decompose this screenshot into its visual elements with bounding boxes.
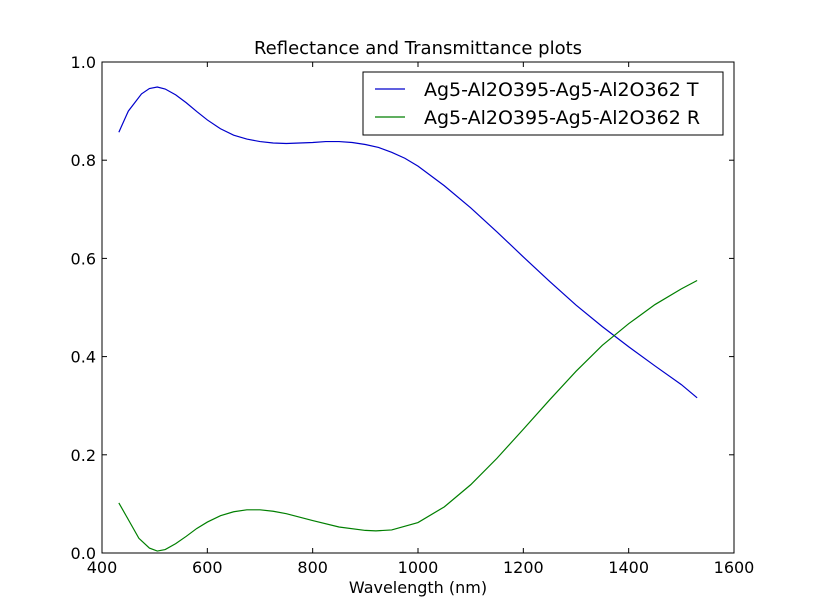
x-tick-label: 1000 (398, 558, 439, 577)
x-tick-label: 800 (297, 558, 328, 577)
x-axis-ticks: 400 600 800 1000 1200 1400 1600 (87, 62, 755, 577)
y-tick-label: 0.6 (71, 249, 96, 268)
y-tick-label: 0.0 (71, 544, 96, 563)
legend: Ag5-Al2O395-Ag5-Al2O362 T Ag5-Al2O395-Ag… (362, 71, 724, 136)
x-tick-label: 400 (87, 558, 118, 577)
x-tick-label: 1200 (503, 558, 544, 577)
y-tick-label: 0.2 (71, 446, 96, 465)
series-line-0 (118, 86, 698, 399)
chart-title: Reflectance and Transmittance plots (254, 38, 582, 59)
y-axis-ticks: 0.0 0.2 0.4 0.6 0.8 1.0 (71, 53, 734, 563)
x-tick-label: 1600 (714, 558, 755, 577)
legend-box (362, 71, 724, 136)
y-tick-label: 1.0 (71, 53, 96, 72)
x-tick-label: 1400 (608, 558, 649, 577)
legend-label-transmittance: Ag5-Al2O395-Ag5-Al2O362 T (424, 79, 699, 101)
x-axis-label: Wavelength (nm) (349, 578, 487, 597)
y-tick-label: 0.4 (71, 348, 96, 367)
legend-label-reflectance: Ag5-Al2O395-Ag5-Al2O362 R (424, 107, 700, 129)
plot-area (118, 86, 698, 552)
series-line-1 (118, 279, 698, 552)
x-tick-label: 600 (192, 558, 223, 577)
y-tick-label: 0.8 (71, 151, 96, 170)
